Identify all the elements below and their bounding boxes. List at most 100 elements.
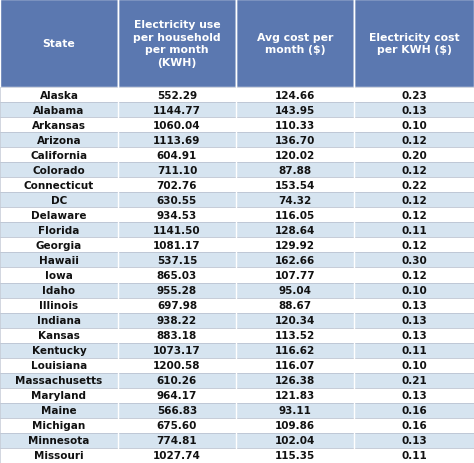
- Bar: [0, 163, 118, 178]
- Text: 0.13: 0.13: [401, 436, 427, 445]
- Text: 153.54: 153.54: [275, 181, 315, 190]
- Bar: [236, 328, 354, 343]
- Text: 0.11: 0.11: [401, 450, 427, 461]
- Text: 0.16: 0.16: [401, 420, 427, 431]
- Text: Colorado: Colorado: [33, 165, 85, 175]
- Text: DC: DC: [51, 195, 67, 206]
- Bar: [236, 283, 354, 298]
- Bar: [354, 193, 474, 208]
- Text: Arizona: Arizona: [36, 135, 82, 145]
- Bar: [118, 268, 236, 283]
- Bar: [354, 433, 474, 448]
- Text: 129.92: 129.92: [275, 240, 315, 250]
- Text: 865.03: 865.03: [157, 270, 197, 281]
- Text: 128.64: 128.64: [275, 225, 315, 235]
- Bar: [0, 388, 118, 403]
- Text: 74.32: 74.32: [278, 195, 311, 206]
- Text: 116.07: 116.07: [275, 361, 315, 370]
- Text: 1081.17: 1081.17: [153, 240, 201, 250]
- Text: 774.81: 774.81: [157, 436, 197, 445]
- Text: Louisiana: Louisiana: [31, 361, 87, 370]
- Bar: [236, 0, 354, 88]
- Bar: [118, 343, 236, 358]
- Text: 938.22: 938.22: [157, 315, 197, 325]
- Text: 566.83: 566.83: [157, 406, 197, 415]
- Bar: [118, 208, 236, 223]
- Text: 675.60: 675.60: [157, 420, 197, 431]
- Bar: [236, 313, 354, 328]
- Bar: [118, 373, 236, 388]
- Bar: [0, 0, 118, 88]
- Text: 136.70: 136.70: [275, 135, 315, 145]
- Text: 0.23: 0.23: [401, 90, 427, 100]
- Bar: [236, 148, 354, 163]
- Bar: [0, 253, 118, 268]
- Bar: [0, 373, 118, 388]
- Bar: [236, 268, 354, 283]
- Bar: [0, 148, 118, 163]
- Bar: [0, 223, 118, 238]
- Bar: [354, 358, 474, 373]
- Bar: [354, 403, 474, 418]
- Bar: [0, 118, 118, 133]
- Bar: [236, 238, 354, 253]
- Bar: [118, 223, 236, 238]
- Text: 1144.77: 1144.77: [153, 106, 201, 115]
- Text: 0.13: 0.13: [401, 331, 427, 340]
- Text: 0.30: 0.30: [401, 256, 427, 265]
- Text: 0.13: 0.13: [401, 106, 427, 115]
- Text: 124.66: 124.66: [275, 90, 315, 100]
- Bar: [354, 313, 474, 328]
- Text: 552.29: 552.29: [157, 90, 197, 100]
- Bar: [118, 118, 236, 133]
- Text: 109.86: 109.86: [275, 420, 315, 431]
- Text: Kentucky: Kentucky: [32, 345, 86, 356]
- Text: California: California: [30, 150, 88, 160]
- Bar: [236, 358, 354, 373]
- Bar: [354, 163, 474, 178]
- Text: Arkansas: Arkansas: [32, 120, 86, 130]
- Text: 0.10: 0.10: [401, 120, 427, 130]
- Text: 883.18: 883.18: [157, 331, 197, 340]
- Bar: [236, 388, 354, 403]
- Text: 110.33: 110.33: [275, 120, 315, 130]
- Text: 115.35: 115.35: [275, 450, 315, 461]
- Bar: [354, 148, 474, 163]
- Bar: [354, 373, 474, 388]
- Text: 0.20: 0.20: [401, 150, 427, 160]
- Bar: [0, 433, 118, 448]
- Text: 113.52: 113.52: [275, 331, 315, 340]
- Text: 88.67: 88.67: [278, 300, 311, 310]
- Bar: [0, 313, 118, 328]
- Bar: [354, 298, 474, 313]
- Text: Delaware: Delaware: [31, 210, 87, 220]
- Text: Massachusetts: Massachusetts: [15, 375, 103, 385]
- Bar: [354, 0, 474, 88]
- Text: 0.13: 0.13: [401, 300, 427, 310]
- Text: Avg cost per
month ($): Avg cost per month ($): [257, 33, 333, 55]
- Text: 120.02: 120.02: [275, 150, 315, 160]
- Text: 0.13: 0.13: [401, 315, 427, 325]
- Bar: [0, 178, 118, 193]
- Bar: [118, 253, 236, 268]
- Bar: [0, 133, 118, 148]
- Text: Hawaii: Hawaii: [39, 256, 79, 265]
- Text: 107.77: 107.77: [275, 270, 315, 281]
- Bar: [118, 103, 236, 118]
- Text: 0.16: 0.16: [401, 406, 427, 415]
- Text: Indiana: Indiana: [37, 315, 81, 325]
- Bar: [0, 403, 118, 418]
- Bar: [0, 193, 118, 208]
- Text: 537.15: 537.15: [157, 256, 197, 265]
- Text: 0.12: 0.12: [401, 210, 427, 220]
- Bar: [118, 298, 236, 313]
- Text: 964.17: 964.17: [157, 390, 197, 400]
- Bar: [236, 253, 354, 268]
- Text: 711.10: 711.10: [157, 165, 197, 175]
- Bar: [118, 403, 236, 418]
- Bar: [354, 118, 474, 133]
- Text: Alabama: Alabama: [33, 106, 85, 115]
- Text: 87.88: 87.88: [278, 165, 311, 175]
- Text: 1200.58: 1200.58: [153, 361, 201, 370]
- Bar: [118, 88, 236, 103]
